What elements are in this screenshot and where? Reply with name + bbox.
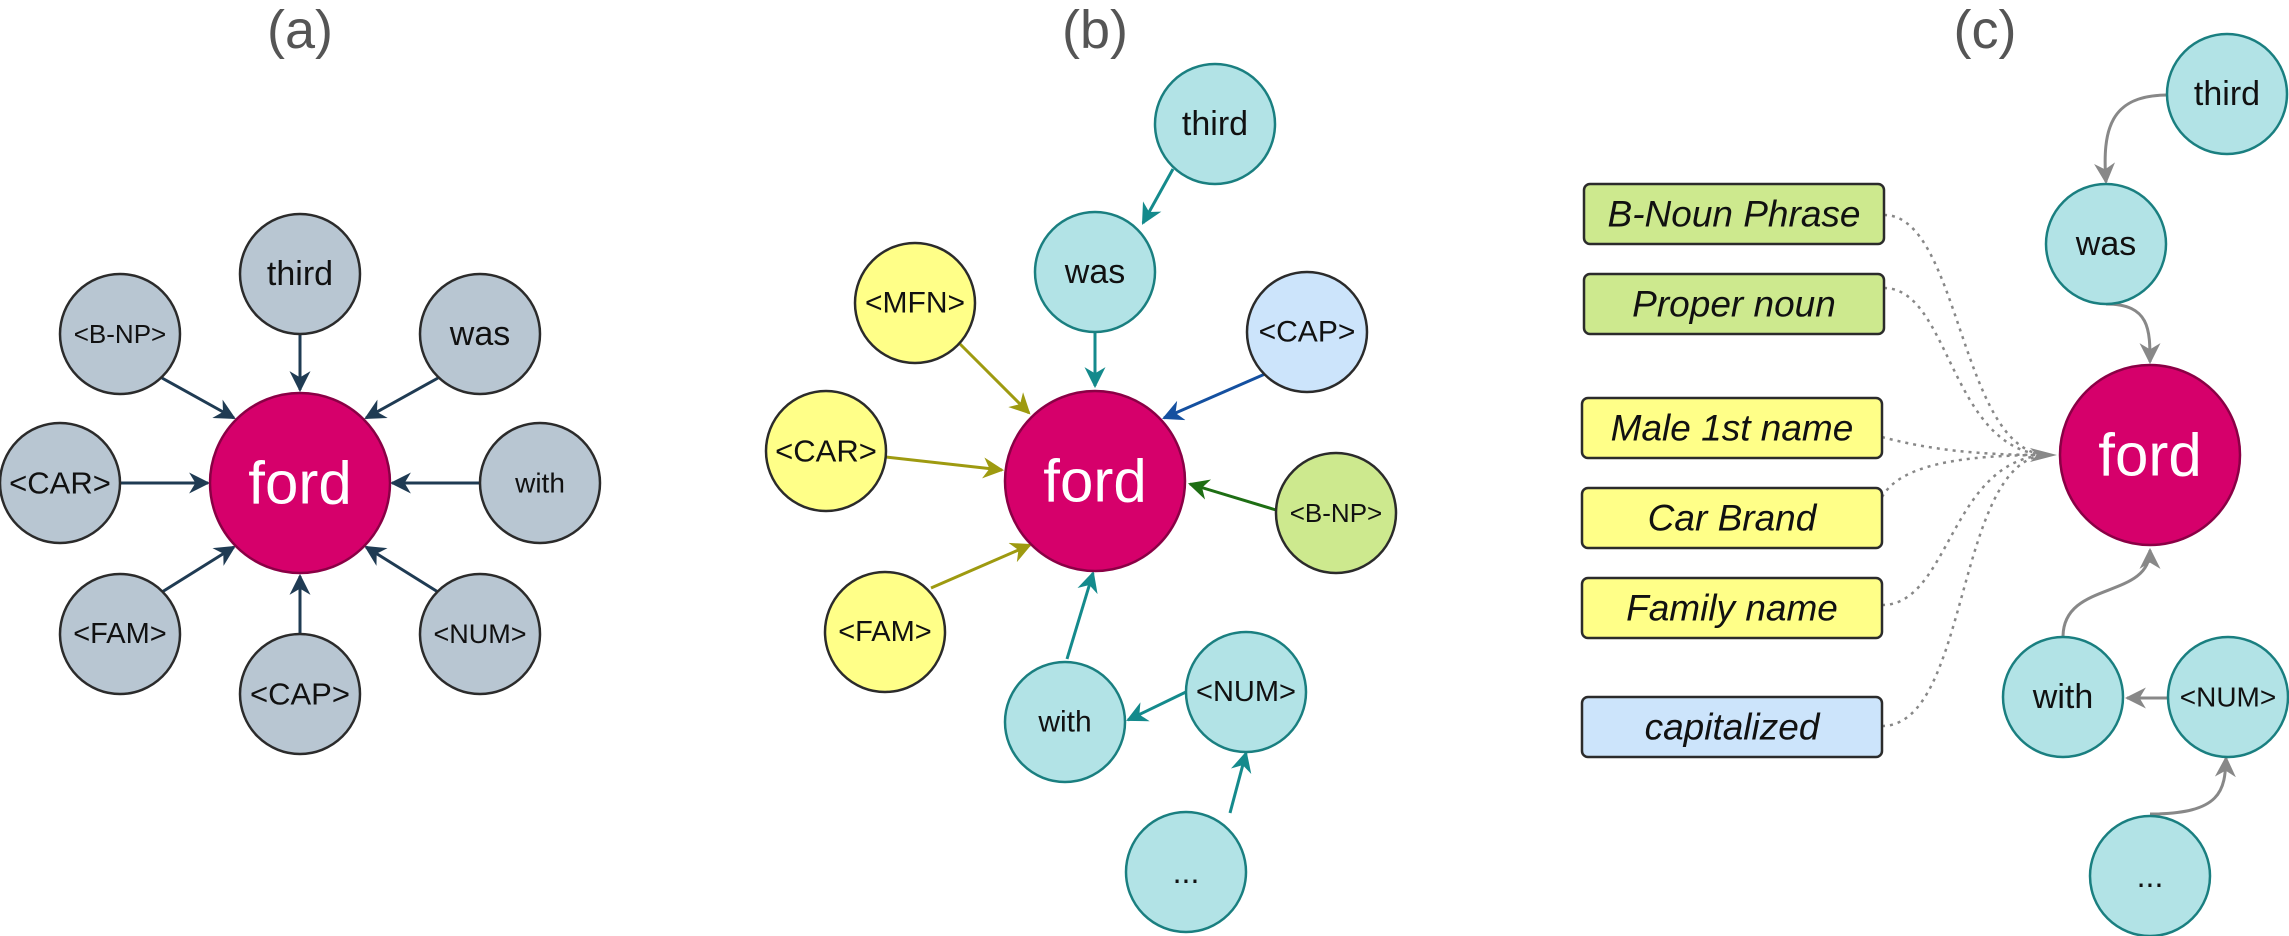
- edge-c-third-was: [2094, 93, 2168, 185]
- panel-c-box-edges: [1880, 213, 2047, 728]
- edge-was-ford: [364, 376, 439, 420]
- edge-b-mfn-ford: [958, 342, 1031, 415]
- edge-c-was-ford: [2105, 302, 2161, 365]
- edge-c-propn-ford: [1883, 286, 2047, 457]
- label-a-third: third: [267, 255, 333, 293]
- panel-a: (a) third was with <N: [0, 0, 602, 756]
- edge-bnp-ford: [161, 376, 236, 420]
- arrowhead-c-boxes: [2030, 448, 2057, 462]
- panel-c: (c): [1580, 0, 2289, 936]
- label-b-third: third: [1182, 105, 1248, 143]
- node-b-fam: [823, 570, 947, 694]
- label-a-cap: <CAP>: [250, 677, 350, 712]
- edge-c-bnp-ford: [1883, 213, 2047, 457]
- label-a-bnp: <B-NP>: [74, 319, 167, 349]
- label-a-ford: ford: [248, 450, 351, 517]
- edge-b-num-with: [1126, 689, 1189, 722]
- label-b-car: <CAR>: [775, 434, 877, 469]
- box-c-cap: [1580, 695, 1884, 759]
- edge-num-ford: [364, 545, 439, 594]
- box-c-propn: [1582, 272, 1886, 336]
- edge-c-carbrand-ford: [1880, 453, 2047, 498]
- panel-c-label: (c): [1954, 0, 2017, 60]
- node-c-with: [2001, 635, 2125, 759]
- label-a-with: with: [514, 468, 565, 499]
- label-b-ford: ford: [1043, 448, 1146, 515]
- label-a-fam: <FAM>: [73, 618, 167, 650]
- node-a-with: [478, 421, 602, 545]
- node-a-cap: [238, 632, 362, 756]
- label-a-num: <NUM>: [433, 619, 526, 649]
- panel-b-edges: [885, 168, 1277, 814]
- node-a-car: [0, 421, 122, 545]
- label-b-cap: <CAP>: [1259, 316, 1356, 349]
- node-a-fam: [58, 572, 182, 696]
- label-b-num: <NUM>: [1196, 676, 1296, 708]
- edge-c-male-ford: [1881, 435, 2047, 457]
- label-c-third: third: [2194, 75, 2260, 113]
- edge-c-with-ford: [2061, 547, 2161, 638]
- label-c-ford: ford: [2098, 422, 2201, 489]
- box-c-carbrand: [1580, 486, 1884, 550]
- node-a-third: [238, 212, 362, 336]
- panel-a-edges: [120, 334, 480, 634]
- edge-c-dots-num: [2149, 755, 2236, 816]
- label-c-with: with: [2032, 678, 2093, 716]
- node-b-car: [764, 389, 888, 513]
- node-b-bnp: [1274, 451, 1398, 575]
- box-c-bnp: [1582, 182, 1886, 246]
- label-c-was: was: [2075, 225, 2136, 263]
- panel-b-label: (b): [1062, 0, 1128, 60]
- label-b-mfn: <MFN>: [865, 287, 965, 320]
- panel-c-edges: [2061, 93, 2236, 816]
- label-c-cap: capitalized: [1645, 707, 1821, 748]
- node-b-ford: [1003, 389, 1187, 573]
- label-b-with: with: [1037, 706, 1091, 739]
- node-b-was: [1033, 210, 1157, 334]
- node-c-third: [2165, 32, 2289, 156]
- node-a-bnp: [58, 272, 182, 396]
- node-b-dots: [1124, 810, 1248, 934]
- node-b-third: [1153, 62, 1277, 186]
- box-c-fam: [1580, 576, 1884, 640]
- node-c-num: [2166, 635, 2289, 759]
- label-a-car: <CAR>: [9, 466, 111, 501]
- edge-b-bnp-ford: [1187, 479, 1277, 512]
- node-b-with: [1003, 660, 1127, 784]
- node-c-ford: [2058, 363, 2242, 547]
- label-a-was: was: [449, 315, 510, 353]
- node-a-num: [418, 572, 542, 696]
- node-b-cap: [1245, 270, 1369, 394]
- node-c-was: [2044, 182, 2168, 306]
- label-b-bnp: <B-NP>: [1290, 498, 1383, 528]
- node-c-dots: [2088, 814, 2212, 936]
- edge-fam-ford: [161, 545, 236, 594]
- edge-b-car-ford: [885, 455, 1005, 479]
- label-c-num: <NUM>: [2180, 682, 2276, 713]
- edge-b-fam-ford: [930, 542, 1032, 590]
- label-c-dots: ...: [2137, 858, 2164, 894]
- node-b-mfn: [853, 241, 977, 365]
- edge-b-with-ford: [1065, 570, 1098, 660]
- node-a-was: [418, 272, 542, 396]
- edge-b-third-was: [1141, 168, 1175, 225]
- label-c-propn: Proper noun: [1632, 284, 1836, 325]
- edge-b-cap-ford: [1162, 372, 1266, 421]
- edge-c-fam-ford: [1881, 453, 2047, 607]
- label-c-fam: Family name: [1626, 588, 1838, 629]
- edge-b-dots-num: [1228, 750, 1252, 814]
- box-c-male: [1580, 396, 1884, 460]
- label-c-male: Male 1st name: [1611, 408, 1854, 449]
- label-c-bnp: B-Noun Phrase: [1608, 194, 1861, 235]
- label-b-was: was: [1064, 253, 1125, 291]
- label-c-carbrand: Car Brand: [1648, 498, 1818, 539]
- label-b-fam: <FAM>: [838, 616, 932, 648]
- edge-c-cap-ford: [1881, 453, 2047, 728]
- label-b-dots: ...: [1173, 854, 1200, 890]
- panel-b: (b) third was: [764, 0, 1398, 934]
- panel-a-label: (a): [267, 0, 333, 60]
- node-a-ford: [208, 391, 392, 575]
- node-b-num: [1184, 630, 1308, 754]
